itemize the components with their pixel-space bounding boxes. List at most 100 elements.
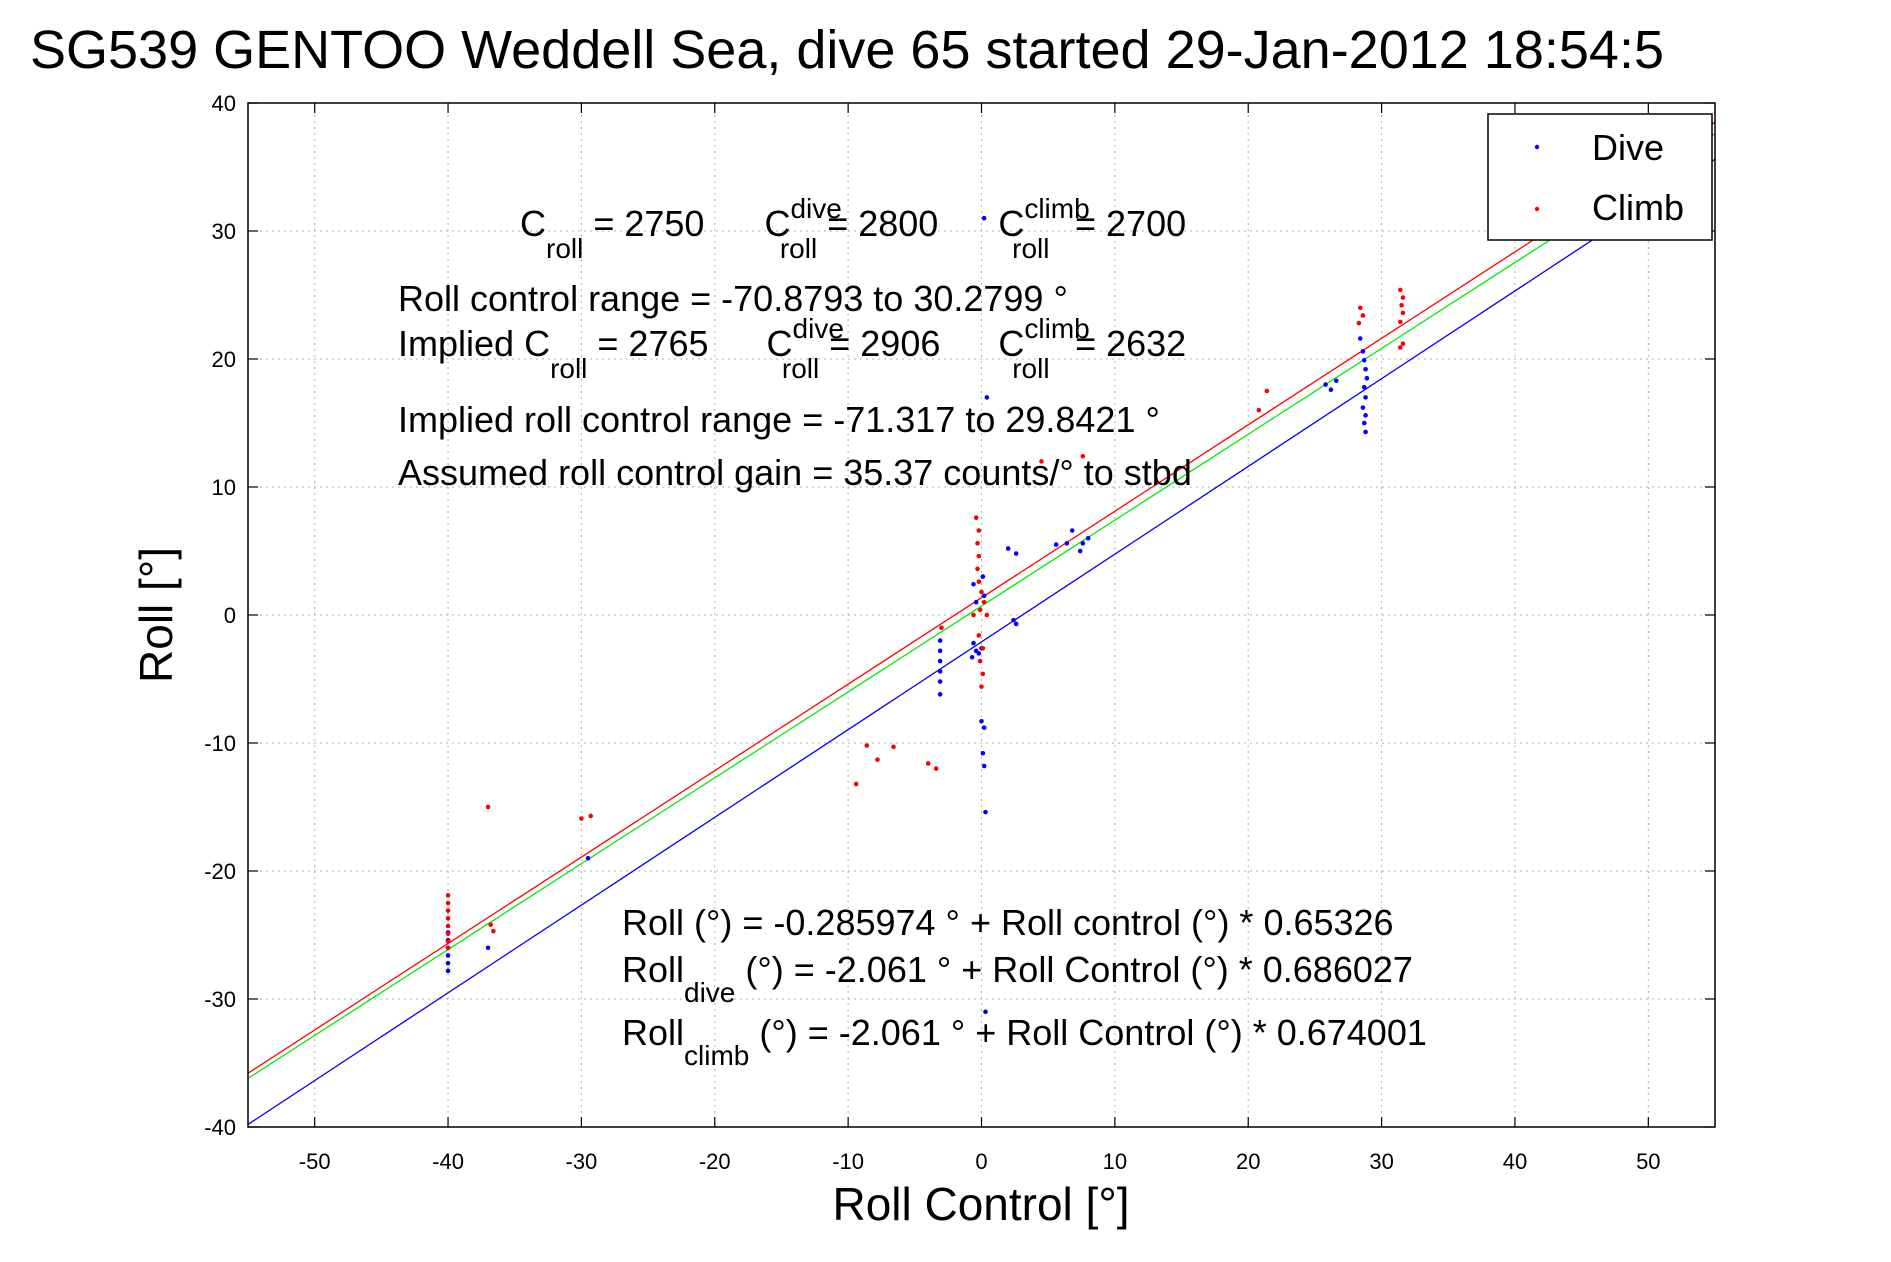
climb-point bbox=[981, 599, 987, 605]
fit-line bbox=[248, 133, 1715, 1079]
y-tick-label: -10 bbox=[204, 731, 236, 756]
dive-point bbox=[1328, 387, 1334, 393]
fit-equation-climb: Rollclimb (°) = -2.061 ° + Roll Control … bbox=[622, 1012, 1427, 1071]
y-tick-label: 20 bbox=[212, 347, 236, 372]
dive-point bbox=[983, 809, 988, 815]
climb-point bbox=[939, 625, 944, 631]
c-value: = 2632 bbox=[1065, 323, 1186, 364]
climb-point bbox=[971, 612, 976, 618]
c-sub: roll bbox=[1012, 353, 1049, 384]
climb-point bbox=[1356, 320, 1362, 326]
climb-point bbox=[980, 645, 986, 651]
dive-point bbox=[937, 669, 943, 674]
y-tick-label: 30 bbox=[212, 219, 236, 244]
fit-line bbox=[248, 121, 1715, 1074]
climb-point bbox=[445, 923, 451, 929]
dive-point bbox=[937, 658, 943, 664]
y-tick-labels: -40 -30 -20 -10 0 10 20 30 40 bbox=[204, 91, 236, 1140]
climb-point bbox=[979, 589, 984, 595]
climb-point bbox=[976, 633, 982, 638]
climb-point bbox=[1039, 459, 1044, 464]
climb-point bbox=[1397, 319, 1403, 325]
climb-point bbox=[445, 908, 451, 913]
dive-point bbox=[1361, 420, 1367, 426]
dive-point bbox=[1357, 336, 1363, 341]
legend: Dive Climb bbox=[1487, 113, 1713, 241]
climb-point bbox=[485, 804, 491, 810]
legend-label-climb: Climb bbox=[1592, 187, 1684, 228]
climb-point bbox=[979, 684, 984, 689]
c-sup: dive bbox=[790, 193, 841, 224]
data-points bbox=[445, 215, 1406, 1015]
c-base: C bbox=[998, 323, 1024, 364]
y-tick-label: 0 bbox=[224, 603, 236, 628]
dive-point bbox=[1077, 548, 1083, 554]
axis-ticks bbox=[248, 102, 1715, 1128]
dive-point bbox=[983, 1009, 988, 1015]
climb-point bbox=[975, 566, 980, 572]
x-tick-labels: -50 -40 -30 -20 -10 0 10 20 30 40 50 bbox=[299, 1149, 1661, 1174]
implied-prefix: Implied bbox=[398, 323, 524, 364]
x-tick-label: 50 bbox=[1636, 1149, 1660, 1174]
dive-point bbox=[979, 718, 984, 724]
c-value: = 2906 bbox=[819, 323, 940, 364]
climb-point bbox=[853, 781, 859, 787]
climb-point bbox=[1400, 341, 1406, 346]
x-tick-label: -10 bbox=[832, 1149, 864, 1174]
fit-climb-base: Roll bbox=[622, 1012, 684, 1053]
dive-point bbox=[1361, 357, 1367, 363]
climb-point bbox=[984, 612, 990, 618]
dive-point bbox=[971, 581, 976, 587]
fit-dive-sub: dive bbox=[684, 977, 735, 1008]
climb-point bbox=[975, 541, 980, 546]
climb-point bbox=[864, 743, 870, 748]
legend-marker-climb bbox=[1534, 206, 1540, 212]
x-axis-label: Roll Control [°] bbox=[832, 1178, 1129, 1230]
c-base: C bbox=[767, 323, 793, 364]
dive-point bbox=[1333, 378, 1339, 384]
dive-point bbox=[1053, 542, 1059, 547]
dive-point bbox=[1364, 375, 1370, 381]
c-base: C bbox=[998, 203, 1024, 244]
dive-point bbox=[980, 750, 986, 756]
dive-point bbox=[937, 679, 943, 684]
climb-point bbox=[973, 515, 979, 521]
dive-point bbox=[1069, 528, 1075, 533]
c-value: = 2750 bbox=[583, 203, 704, 244]
c-base: C bbox=[524, 323, 550, 364]
c-value: = 2700 bbox=[1065, 203, 1186, 244]
climb-point bbox=[1357, 305, 1363, 311]
fit-equation-roll: Roll (°) = -0.285974 ° + Roll control (°… bbox=[622, 902, 1394, 943]
x-tick-label: -20 bbox=[699, 1149, 731, 1174]
dive-point bbox=[1080, 541, 1086, 546]
climb-point bbox=[1360, 313, 1366, 318]
dive-point bbox=[976, 651, 982, 656]
y-tick-label: 10 bbox=[212, 475, 236, 500]
dive-point bbox=[969, 654, 975, 660]
dive-point bbox=[981, 763, 987, 769]
y-tick-label: -20 bbox=[204, 859, 236, 884]
implied-values-row: Implied Croll = 2765 Cdive roll = 2906 Ccli… bbox=[398, 313, 1186, 384]
climb-point bbox=[445, 893, 451, 898]
dive-point bbox=[445, 960, 451, 966]
dive-point bbox=[937, 638, 943, 643]
y-axis-label: Roll [°] bbox=[130, 547, 182, 683]
x-tick-label: 20 bbox=[1236, 1149, 1260, 1174]
dive-point bbox=[1064, 541, 1070, 546]
climb-point bbox=[445, 939, 451, 944]
x-tick-label: 0 bbox=[975, 1149, 987, 1174]
dive-point bbox=[984, 395, 990, 400]
fit-dive-rest: (°) = -2.061 ° + Roll Control (°) * 0.68… bbox=[735, 949, 1413, 990]
dive-point bbox=[981, 593, 987, 599]
c-base: C bbox=[764, 203, 790, 244]
climb-point bbox=[491, 928, 496, 934]
legend-marker-dive bbox=[1534, 144, 1540, 150]
x-tick-label: -40 bbox=[432, 1149, 464, 1174]
y-tick-label: -40 bbox=[204, 1115, 236, 1140]
c-values-row: Croll = 2750 Cdive roll = 2800 Cclimb roll =… bbox=[520, 193, 1186, 264]
c-sup: dive bbox=[793, 313, 844, 344]
x-tick-label: -30 bbox=[566, 1149, 598, 1174]
dive-point bbox=[1013, 621, 1019, 627]
climb-point bbox=[1397, 345, 1403, 350]
c-sub: roll bbox=[782, 353, 819, 384]
